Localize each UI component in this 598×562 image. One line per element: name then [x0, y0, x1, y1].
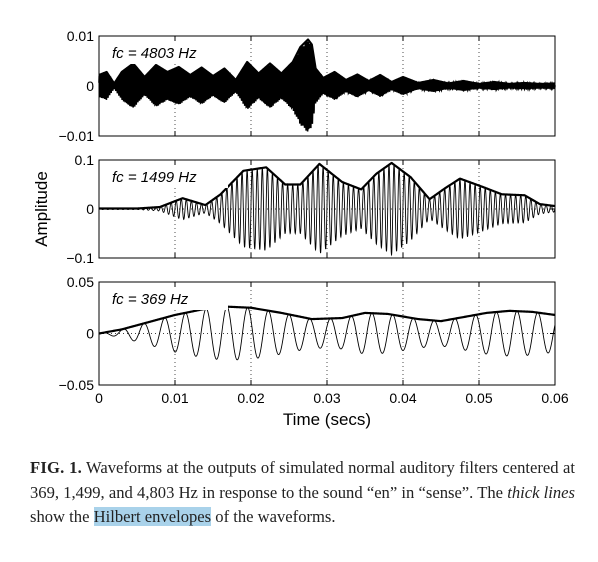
panel-3-label: fc = 369 Hz	[112, 291, 189, 308]
panel-1-label-bg	[108, 42, 228, 64]
panel-3-envelope	[98, 305, 556, 335]
figure-caption: FIG. 1. Waveforms at the outputs of simu…	[30, 456, 575, 530]
x-tick-label-2: 0.02	[237, 390, 264, 406]
panel-1-ytick-label-2: −0.01	[59, 128, 95, 144]
y-axis-title: Amplitude	[32, 171, 51, 247]
panel-2-envelope	[98, 161, 556, 210]
figure-label: FIG. 1.	[30, 458, 82, 477]
panel-2-waveform	[98, 164, 556, 257]
panel-1-ytick-label-0: 0.01	[67, 28, 94, 44]
x-tick-label-5: 0.05	[465, 390, 492, 406]
panel-3-label-bg	[108, 288, 228, 310]
x-tick-label-3: 0.03	[313, 390, 340, 406]
panel-1-ytick-label-1: 0	[86, 78, 94, 94]
x-tick-label-4: 0.04	[389, 390, 416, 406]
x-tick-label-1: 0.01	[161, 390, 188, 406]
panel-2-ytick-label-2: −0.1	[66, 250, 94, 266]
panel-2-ytick-label-0: 0.1	[75, 152, 95, 168]
x-axis-title: Time (secs)	[283, 410, 371, 429]
panel-2-ytick-label-1: 0	[86, 201, 94, 217]
panel-1-label: fc = 4803 Hz	[112, 45, 197, 62]
caption-text-1: Waveforms at the outputs of simulated no…	[30, 458, 575, 502]
panel-3-waveform	[98, 306, 556, 361]
panel-2-label-bg	[108, 166, 228, 188]
x-tick-label-6: 0.06	[541, 390, 568, 406]
panel-3-ytick-label-1: 0	[86, 326, 94, 342]
caption-emphasis: thick lines	[507, 482, 575, 502]
x-tick-label-0: 0	[95, 390, 103, 406]
panel-3-ytick-label-2: −0.05	[59, 377, 95, 393]
panel-2-label: fc = 1499 Hz	[112, 169, 197, 186]
caption-highlight[interactable]: Hilbert envelopes	[93, 507, 212, 526]
caption-text-2: show the	[30, 507, 94, 526]
panel-1-waveform-core	[99, 60, 555, 112]
caption-text-3: of the waveforms.	[211, 507, 336, 526]
panel-1-envelope	[98, 38, 556, 86]
panel-3-ytick-label-0: 0.05	[67, 274, 94, 290]
